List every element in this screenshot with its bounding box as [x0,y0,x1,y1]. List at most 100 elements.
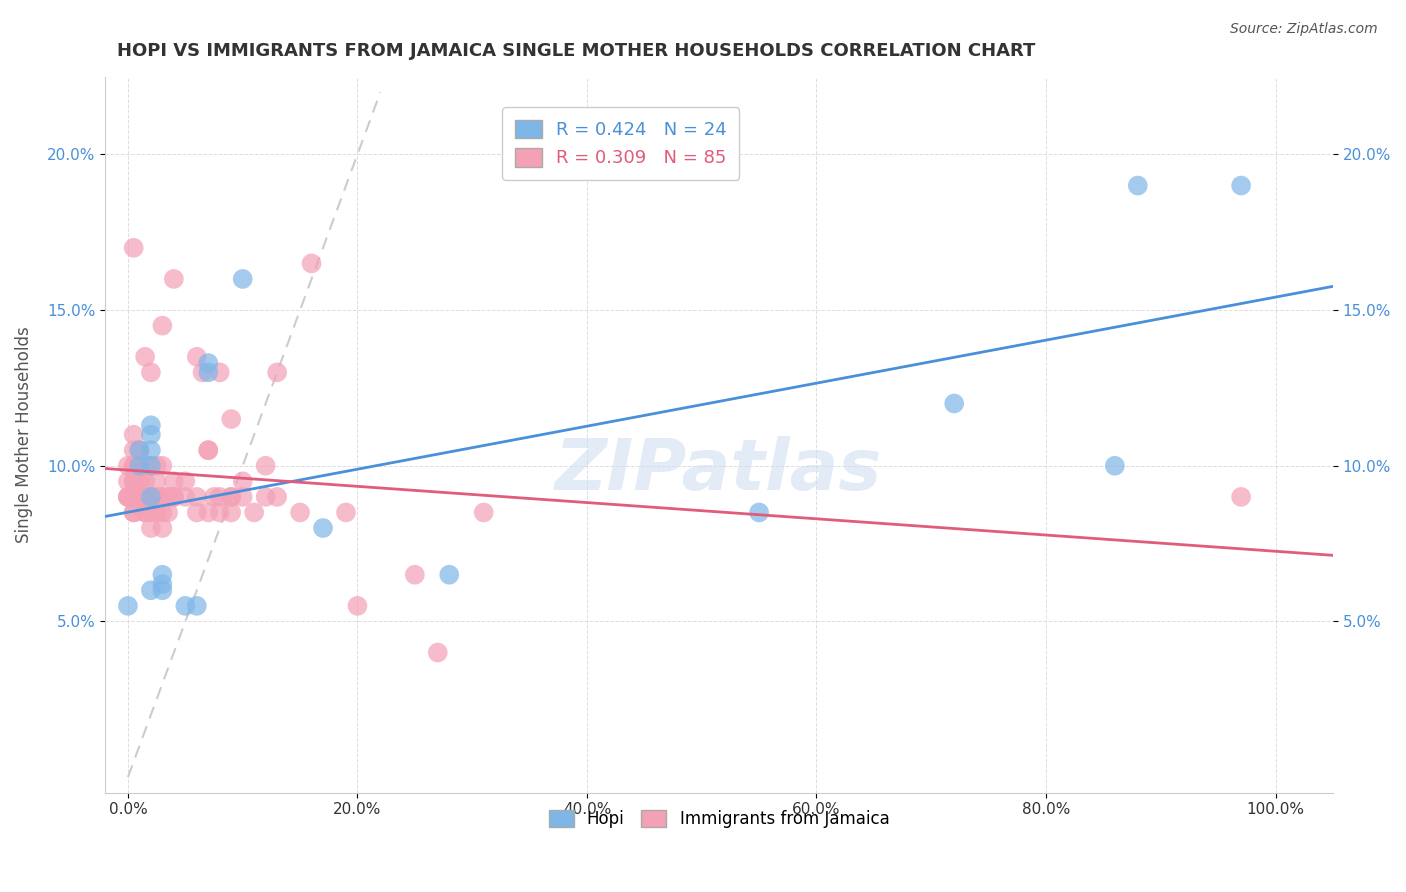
Immigrants from Jamaica [174,490,197,504]
Immigrants from Jamaica [404,567,426,582]
Immigrants from Jamaica [472,506,495,520]
Immigrants from Jamaica [163,272,186,286]
Hopi [139,427,162,442]
Immigrants from Jamaica [150,506,173,520]
Immigrants from Jamaica [128,490,150,504]
Immigrants from Jamaica [335,506,357,520]
Immigrants from Jamaica [150,458,173,473]
Immigrants from Jamaica [128,475,150,489]
Immigrants from Jamaica [128,458,150,473]
Immigrants from Jamaica [163,490,186,504]
Immigrants from Jamaica [134,475,156,489]
Immigrants from Jamaica [191,365,214,379]
Immigrants from Jamaica [186,506,208,520]
Immigrants from Jamaica [122,241,145,255]
Immigrants from Jamaica [128,475,150,489]
Immigrants from Jamaica [150,521,173,535]
Immigrants from Jamaica [208,365,231,379]
Text: ZIPatlas: ZIPatlas [555,436,883,505]
Immigrants from Jamaica [150,490,173,504]
Immigrants from Jamaica [301,256,323,270]
Immigrants from Jamaica [197,506,219,520]
Hopi [1230,178,1253,193]
Hopi [1104,458,1126,473]
Immigrants from Jamaica [139,506,162,520]
Immigrants from Jamaica [150,490,173,504]
Hopi [439,567,461,582]
Immigrants from Jamaica [174,475,197,489]
Immigrants from Jamaica [208,506,231,520]
Immigrants from Jamaica [122,458,145,473]
Immigrants from Jamaica [145,490,167,504]
Immigrants from Jamaica [197,443,219,458]
Legend: Hopi, Immigrants from Jamaica: Hopi, Immigrants from Jamaica [541,803,896,834]
Hopi [128,458,150,473]
Immigrants from Jamaica [122,475,145,489]
Immigrants from Jamaica [134,506,156,520]
Hopi [150,567,173,582]
Immigrants from Jamaica [134,490,156,504]
Immigrants from Jamaica [219,490,242,504]
Hopi [117,599,139,613]
Immigrants from Jamaica [288,506,311,520]
Hopi [232,272,254,286]
Immigrants from Jamaica [134,350,156,364]
Immigrants from Jamaica [122,506,145,520]
Immigrants from Jamaica [157,506,180,520]
Immigrants from Jamaica [128,443,150,458]
Immigrants from Jamaica [117,458,139,473]
Immigrants from Jamaica [145,475,167,489]
Immigrants from Jamaica [122,490,145,504]
Immigrants from Jamaica [117,490,139,504]
Immigrants from Jamaica [157,490,180,504]
Immigrants from Jamaica [186,490,208,504]
Text: HOPI VS IMMIGRANTS FROM JAMAICA SINGLE MOTHER HOUSEHOLDS CORRELATION CHART: HOPI VS IMMIGRANTS FROM JAMAICA SINGLE M… [117,42,1036,60]
Immigrants from Jamaica [163,475,186,489]
Hopi [139,490,162,504]
Hopi [139,583,162,598]
Hopi [150,583,173,598]
Hopi [197,365,219,379]
Immigrants from Jamaica [1230,490,1253,504]
Immigrants from Jamaica [117,490,139,504]
Immigrants from Jamaica [128,490,150,504]
Immigrants from Jamaica [186,350,208,364]
Immigrants from Jamaica [139,521,162,535]
Hopi [748,506,770,520]
Immigrants from Jamaica [266,365,288,379]
Immigrants from Jamaica [254,490,277,504]
Hopi [197,356,219,370]
Immigrants from Jamaica [122,443,145,458]
Immigrants from Jamaica [122,427,145,442]
Immigrants from Jamaica [128,443,150,458]
Immigrants from Jamaica [122,490,145,504]
Text: Source: ZipAtlas.com: Source: ZipAtlas.com [1230,22,1378,37]
Immigrants from Jamaica [139,490,162,504]
Immigrants from Jamaica [117,490,139,504]
Immigrants from Jamaica [145,458,167,473]
Hopi [139,458,162,473]
Immigrants from Jamaica [254,458,277,473]
Immigrants from Jamaica [139,365,162,379]
Immigrants from Jamaica [134,458,156,473]
Immigrants from Jamaica [243,506,266,520]
Immigrants from Jamaica [346,599,368,613]
Immigrants from Jamaica [219,412,242,426]
Hopi [1126,178,1149,193]
Hopi [139,443,162,458]
Immigrants from Jamaica [122,475,145,489]
Immigrants from Jamaica [219,506,242,520]
Immigrants from Jamaica [219,490,242,504]
Immigrants from Jamaica [232,490,254,504]
Immigrants from Jamaica [208,490,231,504]
Hopi [312,521,335,535]
Hopi [174,599,197,613]
Immigrants from Jamaica [202,490,225,504]
Hopi [943,396,966,410]
Hopi [128,443,150,458]
Immigrants from Jamaica [426,646,449,660]
Immigrants from Jamaica [122,506,145,520]
Immigrants from Jamaica [232,475,254,489]
Hopi [186,599,208,613]
Immigrants from Jamaica [128,458,150,473]
